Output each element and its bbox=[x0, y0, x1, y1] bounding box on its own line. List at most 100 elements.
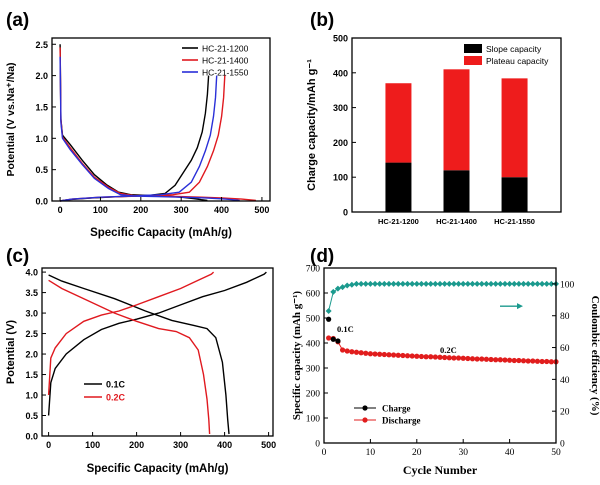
discharge-point bbox=[479, 356, 485, 362]
discharge-point bbox=[372, 351, 378, 357]
y-tick-label: 4.0 bbox=[25, 268, 38, 278]
panel-b-bars: HC-21-1200 HC-21-1400 HC-21-1550 bbox=[378, 69, 535, 226]
ce-point bbox=[418, 280, 425, 287]
ce-point bbox=[413, 280, 420, 287]
charge-point bbox=[330, 336, 336, 342]
y-tick-label: 1.0 bbox=[35, 134, 48, 144]
y-tick-label: 1.5 bbox=[25, 370, 38, 380]
x-tick-label: 0 bbox=[322, 448, 327, 458]
y-tick-label: 2.0 bbox=[35, 71, 48, 81]
ce-point bbox=[353, 280, 360, 287]
discharge-point bbox=[460, 355, 466, 361]
ce-point bbox=[423, 280, 430, 287]
y-tick-label: 100 bbox=[333, 173, 348, 183]
discharge-point bbox=[349, 349, 355, 355]
charge-curve-HC-21-1200 bbox=[59, 75, 210, 202]
legend-swatch-marker bbox=[362, 417, 368, 423]
x-tick-label: 40 bbox=[505, 448, 515, 458]
discharge-point bbox=[391, 352, 397, 358]
discharge-point bbox=[353, 349, 360, 355]
y-axis-label: Potential (V vs.Na⁺/Na) bbox=[5, 62, 17, 176]
charge-curve-0.1C bbox=[47, 271, 267, 416]
ce-point bbox=[441, 280, 448, 287]
discharge-point bbox=[483, 356, 489, 362]
x-tick-label: 10 bbox=[366, 448, 376, 458]
panel-b-axes: 0 100 200 300 400 500 Charge capacity/mAh g⁻¹ bbox=[306, 34, 356, 218]
ce-point bbox=[534, 280, 541, 287]
ce-point bbox=[339, 284, 346, 291]
charge-curve-HC-21-1550 bbox=[59, 75, 218, 202]
discharge-point bbox=[344, 348, 350, 354]
ce-point bbox=[501, 280, 508, 287]
x-tick-label: 300 bbox=[174, 205, 189, 215]
discharge-point bbox=[409, 353, 415, 359]
discharge-curve-HC-21-1400 bbox=[59, 47, 256, 202]
discharge-point bbox=[377, 351, 383, 357]
ce-point bbox=[432, 280, 439, 287]
ce-point bbox=[325, 307, 332, 314]
ce-point bbox=[506, 280, 513, 287]
y-tick-label: 600 bbox=[306, 290, 321, 300]
category-label: HC-21-1400 bbox=[436, 217, 477, 226]
x-axis-label: Specific Capacity (mAh/g) bbox=[90, 227, 232, 239]
ce-point bbox=[529, 280, 536, 287]
x-tick-label: 400 bbox=[214, 205, 229, 215]
x-tick-label: 20 bbox=[412, 448, 422, 458]
legend-a: HC-21-1200 HC-21-1400 HC-21-1550 bbox=[182, 44, 249, 78]
ce-point bbox=[376, 280, 383, 287]
y2-tick-label: 100 bbox=[560, 280, 575, 290]
panel-d-axes: 0 10 20 30 40 5001002003004005006007000204060… bbox=[291, 265, 600, 478]
panel-c-axes: 0 100 200 300 400 500 0.0 0.5 1.0 1.5 2.0 2.5 3.0 3.5… bbox=[5, 268, 276, 475]
discharge-point bbox=[400, 352, 406, 359]
x-tick-label: 300 bbox=[173, 440, 188, 450]
ce-point bbox=[385, 280, 392, 287]
legend-label: Charge bbox=[382, 404, 411, 414]
y-tick-label: 300 bbox=[306, 365, 321, 375]
discharge-point bbox=[507, 357, 513, 363]
discharge-point bbox=[363, 350, 369, 356]
panel-label-d: (d) bbox=[310, 246, 334, 267]
legend-label: Plateau capacity bbox=[486, 56, 549, 66]
x-tick-label: 50 bbox=[551, 448, 561, 458]
x-tick-label: 30 bbox=[458, 448, 468, 458]
y-axis-label: Potential (V) bbox=[5, 320, 17, 385]
ce-point bbox=[511, 280, 518, 287]
legend-b: Slope capacity Plateau capacity bbox=[464, 44, 549, 66]
y-axis-label: Charge capacity/mAh g⁻¹ bbox=[306, 59, 318, 191]
ce-point bbox=[474, 280, 481, 287]
ce-point bbox=[395, 280, 402, 287]
panel-label-b: (b) bbox=[310, 10, 334, 31]
x-tick-label: 500 bbox=[261, 440, 276, 450]
bar-slope-capacity bbox=[385, 162, 412, 212]
x-tick-label: 200 bbox=[133, 205, 148, 215]
ce-point bbox=[492, 280, 499, 287]
legend-swatch-marker bbox=[362, 405, 368, 411]
legend-label: HC-21-1400 bbox=[202, 56, 249, 66]
discharge-point bbox=[326, 335, 332, 341]
charge-point bbox=[335, 338, 341, 344]
y2-tick-label: 40 bbox=[560, 376, 570, 386]
y-tick-label: 0 bbox=[315, 440, 320, 450]
discharge-point bbox=[511, 357, 517, 364]
discharge-point bbox=[381, 351, 387, 358]
discharge-point bbox=[493, 357, 499, 363]
ce-line bbox=[328, 283, 556, 312]
ce-point bbox=[330, 288, 337, 295]
ce-point bbox=[478, 280, 485, 287]
y-tick-label: 0.0 bbox=[35, 197, 48, 207]
y-axis-label: Specific capacity (mAh g⁻¹) bbox=[291, 291, 303, 421]
y2-tick-label: 20 bbox=[560, 408, 570, 418]
discharge-point bbox=[404, 353, 411, 359]
discharge-point bbox=[474, 356, 480, 362]
discharge-point bbox=[488, 356, 494, 363]
ce-point bbox=[464, 280, 471, 287]
ce-point bbox=[404, 280, 411, 287]
discharge-point bbox=[428, 354, 434, 360]
y-tick-label: 2.5 bbox=[25, 329, 38, 339]
discharge-point bbox=[534, 358, 541, 364]
ce-point bbox=[334, 285, 341, 292]
x-tick-label: 100 bbox=[93, 205, 108, 215]
ce-point bbox=[483, 280, 490, 287]
discharge-point bbox=[516, 357, 522, 364]
